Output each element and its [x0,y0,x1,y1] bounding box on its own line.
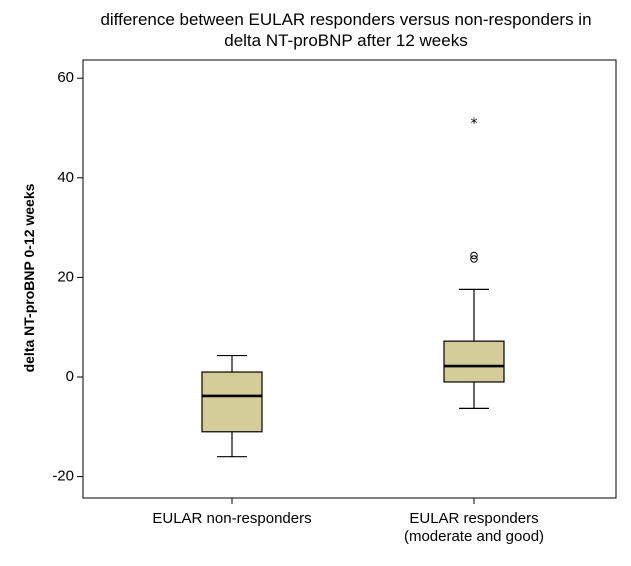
iqr-box [201,371,263,433]
x-category-label: EULAR non-responders [152,510,311,527]
box-groups: * [201,116,505,458]
box-group [201,354,263,458]
y-tick-label: 20 [57,268,74,285]
iqr-box [443,340,505,383]
x-category-label: EULAR responders [409,510,538,527]
extreme-point: * [471,116,478,132]
y-axis-label: delta NT-proBNP 0-12 weeks [21,183,37,372]
y-tick-label: -20 [52,468,74,485]
outlier-point [470,251,478,260]
x-category-label: (moderate and good) [404,528,544,545]
chart-title-line-2: delta NT-proBNP after 12 weeks [224,31,467,50]
y-axis: -20 0 20 40 60 [52,69,83,485]
plot-frame [82,59,617,499]
chart-title-line-1: difference between EULAR responders vers… [100,10,591,29]
y-tick-label: 60 [57,69,74,86]
box-group: * [443,116,505,409]
outlier-point [470,255,478,263]
x-axis: EULAR non-responders EULAR responders(mod… [152,498,544,545]
y-tick-label: 0 [66,368,74,385]
y-tick-label: 40 [57,169,74,186]
